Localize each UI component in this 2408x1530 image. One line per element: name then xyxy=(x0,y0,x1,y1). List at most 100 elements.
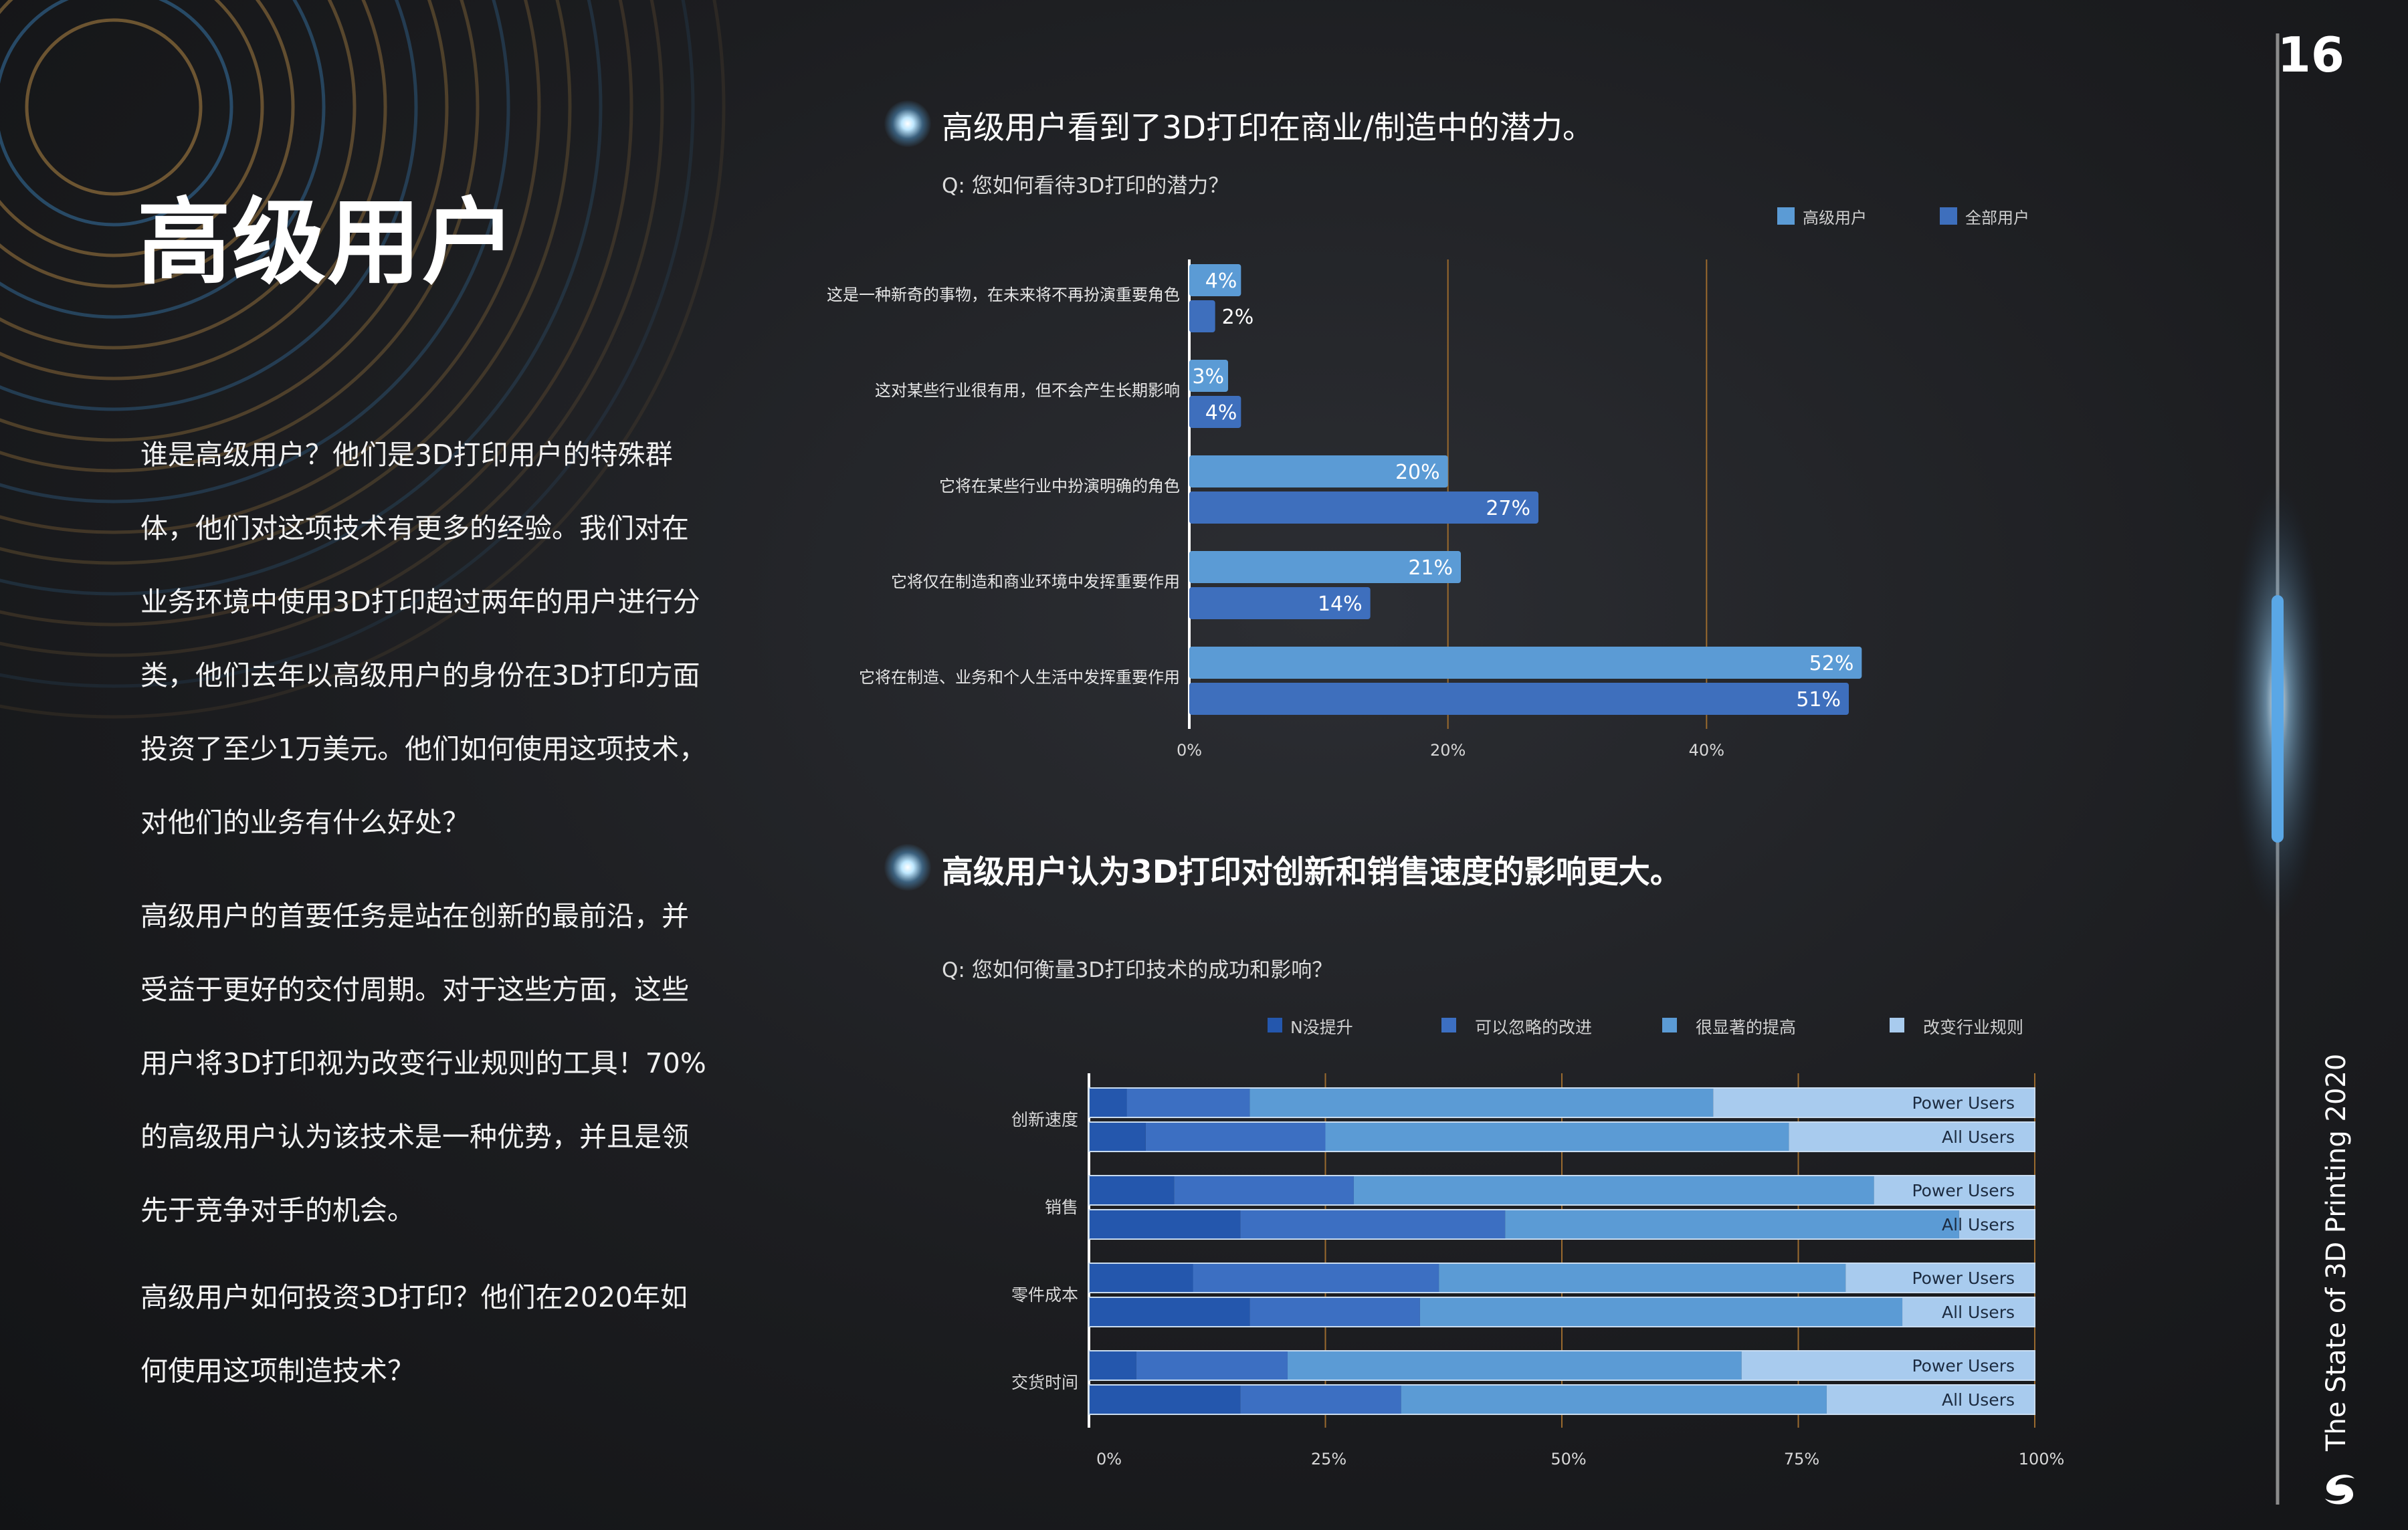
stack-segment xyxy=(1325,1122,1789,1152)
legend-swatch xyxy=(1940,207,1957,225)
legend-label: 全部用户 xyxy=(1965,209,2029,227)
concentric-ring xyxy=(0,0,633,627)
x-tick-label: 20% xyxy=(1430,741,1466,760)
stack-segment xyxy=(1902,1297,2035,1327)
stack-segment xyxy=(1419,1297,1903,1327)
data-label: 51% xyxy=(1796,688,1841,712)
stack-segment xyxy=(1505,1210,1959,1239)
section-title-potential: 高级用户看到了3D打印在商业/制造中的潜力。 xyxy=(942,110,1594,146)
stack-segment xyxy=(1439,1263,1846,1293)
priority-paragraph: 高级用户的首要任务是站在创新的最前沿，并受益于更好的交付周期。对于这些方面，这些… xyxy=(140,900,706,1226)
bar xyxy=(1189,491,1538,524)
concentric-ring xyxy=(0,0,480,473)
legend-label: 可以忽略的改进 xyxy=(1475,1018,1592,1037)
category-label: 它将仅在制造和商业环境中发挥重要作用 xyxy=(891,572,1180,591)
concentric-ring xyxy=(0,0,387,380)
group-label: All Users xyxy=(1942,1215,2015,1234)
stack-segment xyxy=(1089,1122,1146,1152)
bar-outline xyxy=(1088,1209,2035,1240)
stack-segment xyxy=(1401,1385,1827,1414)
question-impact: Q: 您如何衡量3D打印技术的成功和影响？ xyxy=(942,958,1333,982)
category-label: 它将在制造、业务和个人生活中发挥重要作用 xyxy=(859,668,1180,687)
legend-swatch xyxy=(1662,1018,1677,1032)
x-tick-label: 40% xyxy=(1689,741,1724,760)
category-label: 这对某些行业很有用，但不会产生长期影响 xyxy=(875,381,1180,400)
stack-segment xyxy=(1089,1351,1136,1380)
concentric-ring xyxy=(0,0,572,565)
concentric-ring xyxy=(0,0,295,288)
data-label: 52% xyxy=(1809,652,1854,675)
stack-segment xyxy=(1826,1385,2035,1414)
legend-label: 改变行业规则 xyxy=(1923,1018,2023,1037)
bar xyxy=(1189,683,1849,715)
data-label: 2% xyxy=(1222,306,1254,329)
x-tick-label: 25% xyxy=(1311,1450,1346,1468)
legend-swatch xyxy=(1777,207,1795,225)
category-label: 销售 xyxy=(1045,1198,1078,1217)
stack-segment xyxy=(1874,1176,2035,1205)
stack-segment xyxy=(1789,1122,2035,1152)
data-label: 21% xyxy=(1408,556,1453,580)
footer-report-title: The State of 3D Printing 2020 xyxy=(2321,1053,2352,1451)
group-label: All Users xyxy=(1942,1127,2015,1147)
group-label: Power Users xyxy=(1912,1356,2015,1376)
category-label: 零件成本 xyxy=(1011,1285,1078,1305)
concentric-ring xyxy=(0,0,603,596)
concentric-ring xyxy=(0,0,726,719)
stack-segment xyxy=(1089,1088,1127,1117)
group-label: Power Users xyxy=(1912,1093,2015,1113)
legend-label: 高级用户 xyxy=(1803,209,1867,227)
stack-segment xyxy=(1193,1263,1439,1293)
bar xyxy=(1189,300,1215,332)
x-tick-label: 50% xyxy=(1550,1450,1586,1468)
stack-segment xyxy=(1240,1210,1506,1239)
concentric-ring xyxy=(0,0,510,504)
category-label: 交货时间 xyxy=(1011,1373,1078,1392)
bar-outline xyxy=(1088,1263,2035,1293)
section-bullet-icon xyxy=(884,100,931,147)
concentric-ring xyxy=(0,0,233,227)
bar-outline xyxy=(1088,1384,2035,1415)
concentric-ring xyxy=(0,0,541,534)
rail-slider-indicator xyxy=(2272,595,2284,843)
stack-segment xyxy=(1959,1210,2035,1239)
stack-segment xyxy=(1240,1385,1401,1414)
stack-segment xyxy=(1287,1351,1742,1380)
intro-paragraph: 谁是高级用户？他们是3D打印用户的特殊群体，他们对这项技术有更多的经验。我们对在… xyxy=(140,439,707,839)
group-label: All Users xyxy=(1942,1390,2015,1410)
category-label: 它将在某些行业中扮演明确的角色 xyxy=(939,477,1180,496)
data-label: 20% xyxy=(1395,461,1440,484)
concentric-ring xyxy=(0,0,357,350)
stack-segment xyxy=(1145,1122,1326,1152)
bar xyxy=(1189,455,1448,487)
stack-segment xyxy=(1089,1385,1241,1414)
data-label: 4% xyxy=(1205,269,1237,293)
data-label: 4% xyxy=(1205,401,1237,425)
category-label: 这是一种新奇的事物，在未来将不再扮演重要角色 xyxy=(827,286,1180,304)
stack-segment xyxy=(1089,1263,1193,1293)
category-label: 创新速度 xyxy=(1011,1110,1078,1129)
stack-segment xyxy=(1136,1351,1288,1380)
stack-segment xyxy=(1089,1297,1250,1327)
concentric-ring xyxy=(25,18,203,196)
group-label: All Users xyxy=(1942,1303,2015,1322)
bar-outline xyxy=(1088,1297,2035,1327)
stack-segment xyxy=(1713,1088,2035,1117)
concentric-ring xyxy=(0,0,418,411)
stack-segment xyxy=(1845,1263,2035,1293)
x-tick-label: 0% xyxy=(1177,741,1202,760)
impact-stacked-bar-chart: N没提升 可以忽略的改进 很显著的提高 改变行业规则 0% 25% 50% 75% 100% 创新… xyxy=(1011,1018,2065,1468)
bar xyxy=(1189,396,1241,428)
stack-segment xyxy=(1089,1210,1241,1239)
section-bullet-icon xyxy=(884,844,931,891)
x-tick-label: 0% xyxy=(1096,1450,1122,1468)
legend-label: 很显著的提高 xyxy=(1696,1018,1796,1037)
page-title: 高级用户 xyxy=(137,189,518,298)
bar xyxy=(1189,360,1228,392)
bar-outline xyxy=(1088,1350,2035,1381)
stack-segment xyxy=(1249,1088,1714,1117)
bar xyxy=(1189,264,1241,296)
x-tick-label: 100% xyxy=(2019,1450,2065,1468)
stack-segment xyxy=(1249,1297,1420,1327)
